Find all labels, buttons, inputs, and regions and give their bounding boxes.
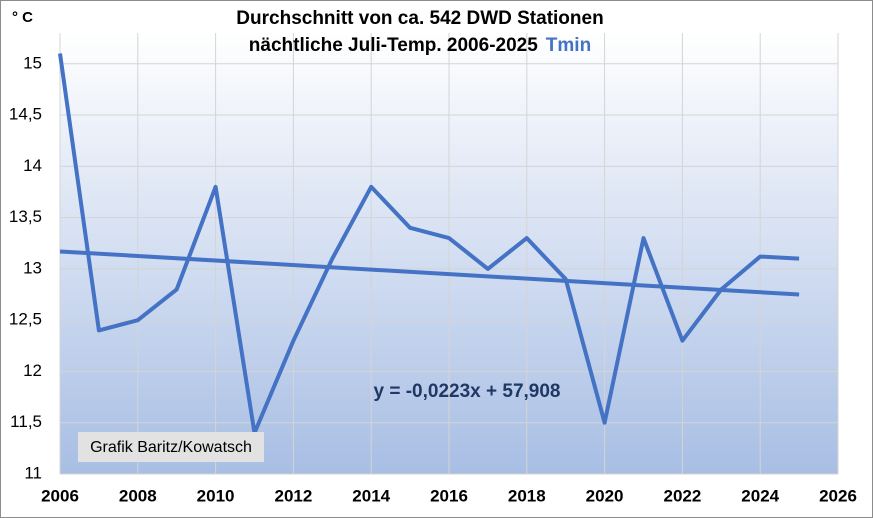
subtitle-text: nächtliche Juli-Temp. 2006-2025 xyxy=(249,35,538,56)
subtitle-tag: Tmin xyxy=(546,35,591,56)
y-tick-label: 11 xyxy=(24,463,42,482)
y-tick-label: 13,5 xyxy=(9,207,42,226)
x-tick-label: 2014 xyxy=(352,486,390,505)
y-tick-label: 14 xyxy=(23,156,42,175)
x-tick-label: 2026 xyxy=(819,486,857,505)
y-tick-label: 13 xyxy=(23,258,42,277)
chart-title: Durchschnitt von ca. 542 DWD Stationen xyxy=(236,8,603,29)
x-tick-label: 2018 xyxy=(508,486,546,505)
y-tick-label: 14,5 xyxy=(9,105,42,124)
trend-equation: y = -0,0223x + 57,908 xyxy=(374,381,561,402)
x-tick-label: 2008 xyxy=(119,486,157,505)
y-tick-label: 12,5 xyxy=(9,310,42,329)
y-tick-label: 12 xyxy=(23,361,42,380)
annotation: Grafik Baritz/Kowatsch xyxy=(90,439,252,456)
y-axis-label: ° C xyxy=(12,9,33,26)
x-tick-label: 2022 xyxy=(663,486,701,505)
x-tick-label: 2012 xyxy=(274,486,312,505)
x-tick-label: 2024 xyxy=(741,486,779,505)
x-tick-label: 2020 xyxy=(586,486,624,505)
chart-subtitle: nächtliche Juli-Temp. 2006-2025 Tmin xyxy=(249,35,591,56)
annotation-box xyxy=(78,432,264,462)
x-tick-label: 2010 xyxy=(197,486,235,505)
trend-line xyxy=(59,249,800,297)
x-tick-label: 2016 xyxy=(430,486,468,505)
y-tick-label: 11,5 xyxy=(10,412,42,431)
y-tick-label: 15 xyxy=(23,53,42,72)
x-tick-label: 2006 xyxy=(41,486,79,505)
data-line xyxy=(58,53,800,435)
